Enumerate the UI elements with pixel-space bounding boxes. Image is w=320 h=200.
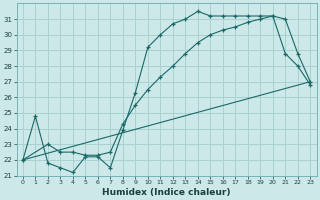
X-axis label: Humidex (Indice chaleur): Humidex (Indice chaleur) (102, 188, 231, 197)
